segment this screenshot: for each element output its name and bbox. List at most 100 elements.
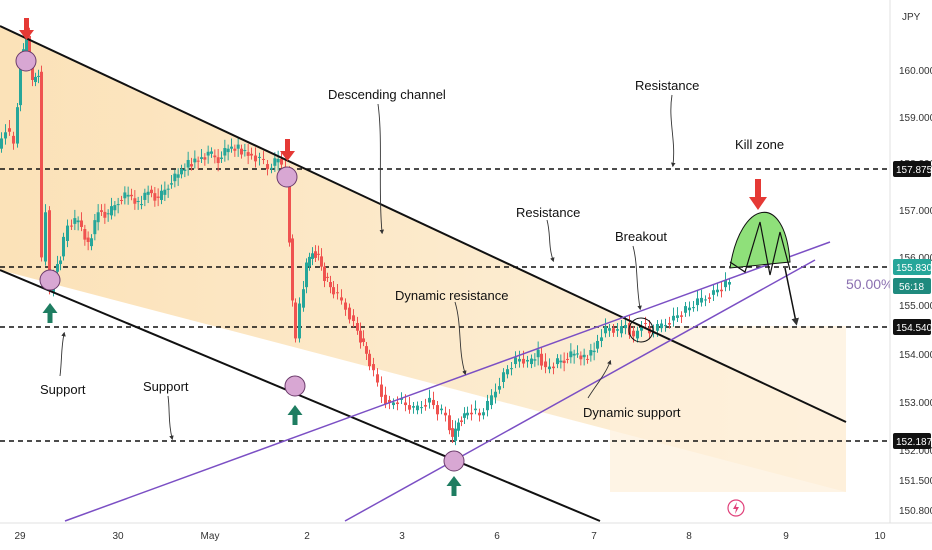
candle-body bbox=[40, 71, 43, 258]
annotation-dynamic-resistance: Dynamic resistance bbox=[395, 288, 508, 303]
candle-body bbox=[486, 400, 489, 411]
candle-body bbox=[76, 220, 80, 223]
annotation-support-mid: Support bbox=[143, 379, 189, 394]
candle-body bbox=[240, 148, 243, 155]
candle-body bbox=[592, 350, 596, 353]
candle-body bbox=[291, 238, 294, 301]
breakout-circle bbox=[628, 317, 654, 343]
candle-body bbox=[514, 357, 517, 365]
candle-body bbox=[176, 174, 180, 178]
candle-body bbox=[25, 37, 28, 52]
x-tick-label: 7 bbox=[591, 531, 597, 542]
fib-label: 50.00% bbox=[846, 276, 893, 292]
candle-body bbox=[113, 205, 117, 211]
price-tag bbox=[893, 259, 931, 275]
candle-body bbox=[404, 402, 407, 406]
candle-body bbox=[294, 302, 297, 339]
candle-body bbox=[454, 428, 457, 441]
candle-body bbox=[424, 405, 427, 407]
y-tick-label: 152.000 bbox=[899, 446, 932, 457]
candle-body bbox=[518, 358, 521, 362]
x-tick-label: May bbox=[201, 531, 220, 542]
candle-body bbox=[193, 158, 197, 163]
candle-body bbox=[416, 405, 419, 411]
candle-body bbox=[305, 262, 308, 288]
projection-down-arrow bbox=[784, 267, 799, 326]
candle-body bbox=[196, 160, 200, 162]
dynamic-support-line bbox=[344, 259, 816, 522]
candle-body bbox=[266, 164, 269, 170]
x-tick-label: 2 bbox=[304, 531, 310, 542]
candle-body bbox=[636, 330, 639, 339]
annotation-pointers bbox=[59, 94, 676, 441]
candle-body bbox=[130, 194, 133, 197]
price-tag bbox=[893, 161, 931, 177]
candle-body bbox=[451, 428, 454, 437]
price-tag bbox=[893, 433, 931, 449]
candle-body bbox=[668, 323, 671, 325]
candle-body bbox=[273, 158, 277, 166]
candle-body bbox=[692, 307, 695, 309]
candle-body bbox=[183, 169, 187, 171]
candle-body bbox=[210, 151, 213, 154]
candle-body bbox=[311, 253, 314, 259]
candle-body bbox=[0, 138, 3, 149]
candle-body bbox=[436, 405, 439, 415]
candle-body bbox=[56, 264, 59, 272]
candle-body bbox=[298, 303, 301, 339]
candle-body bbox=[482, 412, 485, 416]
candle-body bbox=[566, 358, 569, 360]
lightning-icon[interactable] bbox=[727, 499, 745, 517]
candle-body bbox=[226, 148, 230, 153]
candle-body bbox=[632, 330, 635, 337]
candle-body bbox=[340, 297, 343, 301]
candle-body bbox=[308, 256, 311, 267]
candle-body bbox=[329, 282, 332, 288]
candle-body bbox=[62, 236, 65, 257]
candle-body bbox=[173, 173, 177, 182]
candle-body bbox=[314, 251, 317, 258]
time-axis[interactable] bbox=[0, 523, 890, 550]
candle-body bbox=[656, 324, 659, 331]
candle-body bbox=[536, 349, 540, 358]
candle-body bbox=[384, 394, 387, 405]
candle-body bbox=[428, 397, 431, 403]
candle-body bbox=[44, 212, 47, 262]
price-tag-text: 152.187 bbox=[896, 437, 932, 448]
candle-body bbox=[80, 220, 83, 227]
y-tick-label: 160.000 bbox=[899, 66, 932, 77]
candle-body bbox=[180, 168, 183, 175]
x-tick-label: 3 bbox=[399, 531, 405, 542]
candle-body bbox=[510, 368, 513, 370]
price-tag-text: 154.540 bbox=[896, 323, 932, 334]
candle-body bbox=[502, 372, 505, 382]
y-tick-label: 151.500 bbox=[899, 476, 932, 487]
candle-body bbox=[153, 193, 157, 201]
candle-body bbox=[190, 164, 193, 167]
candle-body bbox=[28, 35, 31, 64]
candle-body bbox=[12, 135, 15, 144]
candle-body bbox=[59, 260, 62, 265]
candle-body bbox=[320, 256, 323, 267]
annotation-resistance-mid: Resistance bbox=[516, 205, 580, 220]
candle-body bbox=[317, 253, 320, 255]
y-tick-label: 159.000 bbox=[899, 113, 932, 124]
y-tick-label: 157.000 bbox=[899, 206, 932, 217]
projection-zigzag bbox=[729, 221, 791, 276]
candle-body bbox=[720, 289, 723, 292]
candle-body bbox=[73, 218, 77, 224]
candle-body bbox=[203, 157, 207, 160]
candle-body bbox=[470, 412, 473, 415]
candle-body bbox=[123, 192, 127, 199]
candle-body bbox=[498, 386, 501, 390]
candle-body bbox=[365, 346, 368, 354]
candle-body bbox=[368, 353, 371, 367]
price-tag-text: 157.875 bbox=[896, 165, 932, 176]
candle-body bbox=[230, 146, 233, 149]
y-tick-label: 156.000 bbox=[899, 253, 932, 264]
candle-body bbox=[213, 155, 217, 158]
candle-body bbox=[156, 196, 160, 198]
candle-body bbox=[589, 350, 593, 356]
candle-body bbox=[420, 407, 423, 409]
